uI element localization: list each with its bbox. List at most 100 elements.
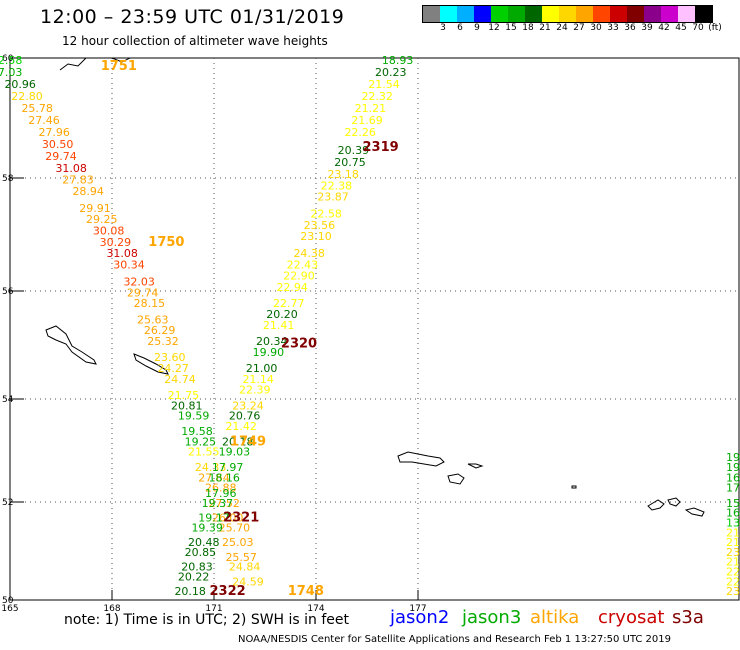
wave-height-value: 20.23 <box>375 66 407 79</box>
wave-height-value: 27.96 <box>38 126 70 139</box>
wave-height-value: 20.75 <box>334 156 366 169</box>
color-swatch <box>593 6 610 22</box>
wave-height-value: 19 <box>726 461 740 474</box>
color-scale-label: 18 <box>522 23 534 33</box>
color-swatch <box>440 6 457 22</box>
color-swatch <box>678 6 695 22</box>
wave-height-value: 19.03 <box>219 446 251 459</box>
satellite-cryosat: cryosat <box>598 607 665 628</box>
island-semichi <box>467 463 484 469</box>
wave-height-value: 23.14 <box>726 585 740 598</box>
wave-height-value: 20.83 <box>181 561 213 574</box>
wave-height-value: 25.78 <box>21 102 53 115</box>
pass-label: 1749 <box>230 434 266 449</box>
wave-height-value: 20.22 <box>178 570 210 583</box>
color-scale-label: 24 <box>556 23 568 33</box>
wave-height-value: 23.10 <box>300 230 332 243</box>
wave-height-value: 27.52 <box>208 497 240 510</box>
track-1751: 12.5817.0320.9622.8025.7827.4627.9630.50… <box>0 54 264 588</box>
satellite-jason3: jason3 <box>462 607 522 628</box>
color-scale-label: 39 <box>641 23 653 33</box>
wave-height-value: 25.32 <box>147 335 179 348</box>
wave-height-value: 20.18 <box>174 585 206 598</box>
wave-height-value: 30.29 <box>100 236 132 249</box>
wave-height-value: 17.03 <box>0 66 22 79</box>
pass-label: 2322 <box>210 584 246 599</box>
satellite-jason2: jason2 <box>390 607 450 628</box>
color-scale-label: 30 <box>590 23 602 33</box>
color-swatch <box>610 6 627 22</box>
wave-height-value: 22.26 <box>344 126 376 139</box>
wave-height-value: 19 <box>726 451 740 464</box>
wave-height-value: 27.83 <box>62 174 94 187</box>
lat-tick-label: 56 <box>2 287 14 297</box>
color-swatch <box>661 6 678 22</box>
wave-height-value: 22.90 <box>283 270 315 283</box>
wave-height-value: 22.38 <box>321 179 353 192</box>
color-scale-label: 36 <box>624 23 636 33</box>
wave-height-value: 21.00 <box>246 362 278 375</box>
wave-height-value: 28.15 <box>134 297 166 310</box>
wave-height-value: 22.80 <box>11 90 43 103</box>
wave-height-value: 22.39 <box>239 384 271 397</box>
wave-height-value: 22.58 <box>310 208 342 221</box>
wave-height-value: 27.64 <box>198 471 230 484</box>
pass-label: 1748 <box>288 584 324 599</box>
color-swatch <box>542 6 559 22</box>
color-scale-label: 27 <box>573 23 585 33</box>
color-swatch <box>423 6 440 22</box>
color-swatch <box>559 6 576 22</box>
wave-height-value: 19.17 <box>198 512 230 525</box>
wave-height-value: 32.03 <box>123 275 155 288</box>
wave-height-value: 20.18 <box>222 435 254 448</box>
island-amchitka <box>684 507 705 517</box>
color-swatch <box>695 6 712 22</box>
wave-height-value: 30.50 <box>42 138 74 151</box>
color-scale-label: 3 <box>440 23 446 33</box>
pass-label: 2320 <box>281 337 317 352</box>
wave-height-value: 21.75 <box>168 389 200 402</box>
wave-height-value: 25.57 <box>225 551 257 564</box>
wave-height-value: 21.21 <box>355 102 387 115</box>
lon-tick-label: 177 <box>409 604 426 614</box>
wave-height-value: 17.97 <box>212 461 244 474</box>
satellite-s3a: s3a <box>672 607 704 628</box>
wave-height-value: 19.39 <box>191 521 223 534</box>
altimeter-tracks: 12.5817.0320.9622.8025.7827.4627.9630.50… <box>0 54 740 598</box>
color-swatch <box>627 6 644 22</box>
color-scale-label: 70 <box>692 23 704 33</box>
island-kiska <box>647 499 665 511</box>
wave-height-value: 12.58 <box>0 54 22 67</box>
map-frame <box>9 57 740 601</box>
wave-height-value: 22.32 <box>361 90 393 103</box>
wave-height-value: 19.25 <box>185 435 217 448</box>
footer-credit: NOAA/NESDIS Center for Satellite Applica… <box>238 634 671 645</box>
wave-height-value: 29.91 <box>79 202 111 215</box>
color-scale-label: 21 <box>539 23 551 33</box>
island-rat <box>667 497 681 507</box>
wave-height-value: 29.74 <box>127 286 159 299</box>
wave-height-value: 30.08 <box>93 225 125 238</box>
wave-height-value: 23.24 <box>232 399 264 412</box>
lat-tick-label: 58 <box>2 174 14 184</box>
color-scale-label: (ft) <box>708 23 722 33</box>
wave-height-value: 19.37 <box>202 497 234 510</box>
wave-height-value: 25.70 <box>219 521 251 534</box>
wave-height-value: 26.00 <box>212 512 244 525</box>
lon-tick-label: 168 <box>103 604 120 614</box>
wave-height-value: 22.77 <box>273 297 305 310</box>
wave-height-value: 21.69 <box>351 114 383 127</box>
wave-height-value: 28.94 <box>72 185 104 198</box>
wave-height-value: 22.43 <box>287 258 319 271</box>
wave-height-value: 30.34 <box>113 258 145 271</box>
wave-height-value: 20.81 <box>171 399 203 412</box>
wave-height-value: 18.93 <box>382 54 414 67</box>
color-scale-label: 45 <box>675 23 687 33</box>
coastlines <box>45 57 705 517</box>
color-swatch <box>508 6 525 22</box>
wave-height-value: 24.74 <box>164 373 196 386</box>
pass-label: 2319 <box>363 140 399 155</box>
map-subtitle: 12 hour collection of altimeter wave hei… <box>62 34 328 48</box>
